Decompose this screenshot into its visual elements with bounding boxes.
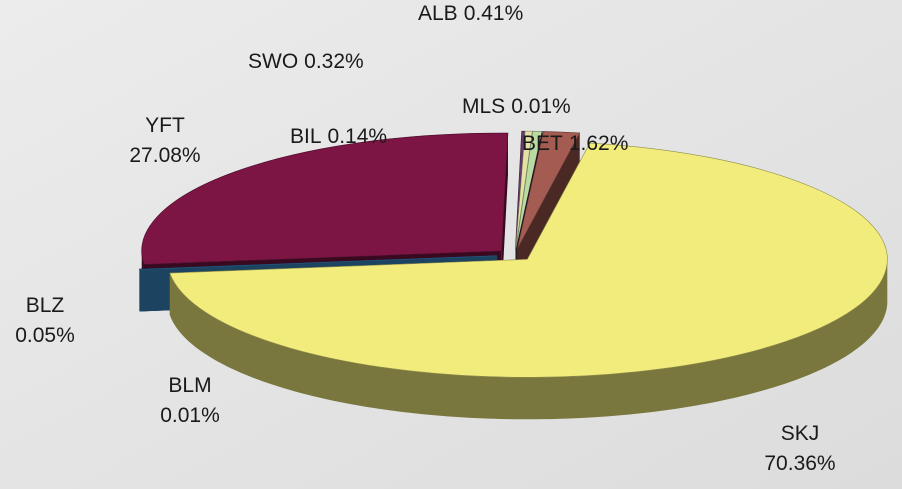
category-name: ALB xyxy=(418,2,458,25)
slice-label: YFT 27.08% xyxy=(129,114,200,167)
slice-top xyxy=(516,131,581,250)
value-label: 70.36% xyxy=(764,452,835,475)
category-name: BLZ xyxy=(26,294,65,317)
slice xyxy=(169,142,888,420)
value-label: 0.14% xyxy=(328,125,388,148)
value-label: 0.32% xyxy=(304,50,364,73)
value-label: 0.01% xyxy=(511,95,571,118)
slice-edge xyxy=(501,133,508,294)
slice-label: MLS 0.01% xyxy=(462,95,571,118)
value-label: 1.62% xyxy=(569,132,629,155)
slice-top xyxy=(169,142,888,378)
value-label: 0.41% xyxy=(464,2,524,25)
value-label: 0.01% xyxy=(160,404,220,427)
category-name: BET xyxy=(522,132,563,155)
slice-top xyxy=(141,132,509,265)
value-label: 0.05% xyxy=(15,324,75,347)
slice-label: ALB 0.41% xyxy=(418,2,523,25)
category-name: MLS xyxy=(462,95,505,118)
slice-label: SKJ 70.36% xyxy=(764,422,835,475)
slice-label: BLM 0.01% xyxy=(160,374,220,427)
category-name: SKJ xyxy=(781,422,820,445)
slice-label: BIL 0.14% xyxy=(290,125,387,148)
category-name: SWO xyxy=(248,50,298,73)
category-name: YFT xyxy=(145,114,185,137)
category-name: BIL xyxy=(290,125,322,148)
slice-side xyxy=(169,261,888,420)
slice-label: SWO 0.32% xyxy=(248,50,364,73)
slice-label: BET 1.62% xyxy=(522,132,628,155)
slice-top xyxy=(139,255,498,270)
slice-label: BLZ 0.05% xyxy=(15,294,75,347)
value-label: 27.08% xyxy=(129,144,200,167)
category-name: BLM xyxy=(168,374,211,397)
slice-top xyxy=(516,131,543,250)
slice-top xyxy=(515,130,533,250)
